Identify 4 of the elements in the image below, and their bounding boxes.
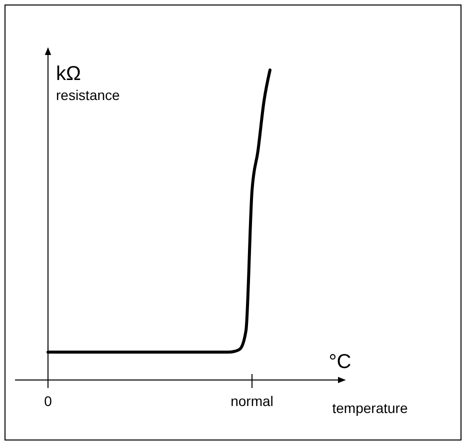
x-tick-label: normal	[230, 393, 274, 409]
y-axis-title: kΩ resistance	[56, 63, 120, 103]
x-tick-label: 0	[44, 393, 52, 409]
text: °C temperature	[328, 351, 408, 416]
